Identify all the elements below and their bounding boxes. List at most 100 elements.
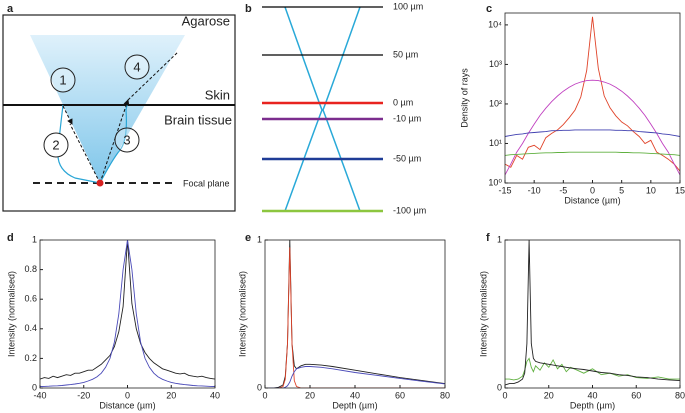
x-tick-label: 40: [210, 390, 220, 400]
y-axis-label: Intensity (normalised): [237, 271, 247, 357]
x-tick-label: -40: [33, 390, 46, 400]
level-label: -100 µm: [393, 205, 426, 215]
diagram-a: 1 2 3 4 Agarose Skin Brain tissue Focal …: [2, 13, 236, 212]
x-axis-label: Depth (µm): [570, 400, 615, 410]
y-tick-label: 1: [32, 234, 37, 244]
y-tick-label: 0: [497, 382, 502, 392]
x-tick-label: 40: [350, 390, 360, 400]
x-tick-label: 5: [619, 185, 624, 195]
x-tick-label: 40: [587, 390, 597, 400]
y-tick-label: 0.4: [24, 323, 37, 333]
beam-edge: [322, 6, 361, 212]
series-line: [265, 240, 445, 388]
x-tick-label: 60: [395, 390, 405, 400]
y-axis-label: Intensity (normalised): [478, 271, 488, 357]
arrow: [62, 105, 73, 125]
tissue-label: Brain tissue: [164, 112, 232, 127]
y-axis-label: Density of rays: [459, 68, 469, 128]
axes-frame: [264, 239, 446, 389]
panel-letter: e: [245, 232, 251, 244]
plot-area: [505, 240, 680, 386]
series-line: [505, 79, 680, 176]
marker-circle: [43, 132, 69, 158]
dash: [69, 123, 101, 184]
y-tick-label: 10⁴: [488, 19, 502, 29]
skin-label: Skin: [205, 87, 230, 102]
beam-edge: [284, 6, 323, 212]
x-tick-label: -5: [559, 185, 567, 195]
y-tick-label: 10¹: [489, 138, 502, 148]
focus-dot: [96, 179, 104, 187]
series-line: [505, 240, 680, 386]
x-tick-label: 15: [675, 185, 685, 195]
marker: 3: [123, 132, 130, 147]
x-axis-label: Distance (µm): [99, 400, 155, 410]
marker-circle: [124, 54, 150, 80]
series-line: [505, 16, 680, 172]
chart: 0 20 40 60 80 0 1 Depth (µm) Intensity (normalis…: [237, 234, 450, 410]
series-line: [265, 366, 445, 388]
axes-frame: [504, 12, 681, 184]
y-axis-label: Intensity (normalised): [6, 271, 16, 357]
x-axis-label: Depth (µm): [332, 400, 377, 410]
level-label: 50 µm: [393, 49, 418, 59]
series-line: [505, 357, 680, 381]
marker-circle: [50, 67, 76, 93]
y-tick-label: 10³: [489, 59, 502, 69]
x-tick-label: 10: [646, 185, 656, 195]
y-tick-label: 0.2: [24, 353, 37, 363]
level-label: 100 µm: [393, 1, 423, 11]
x-tick-label: 0: [262, 390, 267, 400]
series-line: [40, 240, 215, 387]
marker: 4: [133, 59, 140, 74]
x-tick-label: -20: [77, 390, 90, 400]
plot-area: [40, 240, 215, 387]
x-tick-label: -10: [528, 185, 541, 195]
x-axis-label: Distance (µm): [564, 195, 620, 205]
chart: 0 20 40 60 80 0 1 Depth (µm) Intensity (normalis…: [478, 234, 685, 410]
y-tick-label: 0: [257, 382, 262, 392]
x-tick-label: 20: [544, 390, 554, 400]
x-tick-label: 80: [675, 390, 685, 400]
panel-letter: f: [486, 232, 490, 244]
chart: -40 -20 0 20 40 0 0.2 0.4 0.6 0.8 1 Distance (µm) In…: [6, 234, 220, 410]
x-tick-label: 20: [305, 390, 315, 400]
y-tick-label: 1: [257, 234, 262, 244]
diagram-b: 100 µm 50 µm 0 µm -10 µm -50 µm -100 µm: [262, 1, 426, 215]
panel-letter: c: [486, 3, 492, 15]
y-tick-label: 0.6: [24, 294, 37, 304]
panel-letter: b: [245, 3, 252, 15]
plot-area: [265, 240, 445, 388]
y-tick-label: 0: [32, 382, 37, 392]
marker: 1: [59, 72, 66, 87]
series-line: [505, 129, 680, 137]
y-tick-label: 0.8: [24, 264, 37, 274]
x-tick-label: 20: [166, 390, 176, 400]
x-tick-label: 0: [502, 390, 507, 400]
focal-label: Focal plane: [183, 178, 230, 188]
arrow: [99, 99, 130, 184]
y-tick-label: 10⁰: [488, 177, 502, 187]
axes-frame: [39, 239, 216, 389]
marker: 2: [52, 137, 59, 152]
x-tick-label: 60: [631, 390, 641, 400]
dash: [127, 51, 179, 101]
plot-area: [505, 16, 680, 176]
x-tick-label: 0: [125, 390, 130, 400]
series-line: [265, 247, 445, 388]
panel-letter: d: [7, 232, 14, 244]
panel-letter: a: [7, 3, 14, 15]
x-tick-label: 80: [440, 390, 450, 400]
series-line: [505, 151, 680, 156]
level-label: 0 µm: [393, 97, 413, 107]
x-tick-label: 0: [590, 185, 595, 195]
light-cone: [30, 35, 185, 183]
chart: -15 -10 -5 0 5 10 15 10⁰ 10¹ 10² 10³ 10⁴ Distance (µ…: [459, 12, 685, 205]
x-tick-label: -15: [498, 185, 511, 195]
series-line: [40, 240, 215, 380]
level-label: -50 µm: [393, 153, 421, 163]
level-label: -10 µm: [393, 113, 421, 123]
y-tick-label: 10²: [489, 98, 502, 108]
medium-label: Agarose: [182, 13, 230, 28]
